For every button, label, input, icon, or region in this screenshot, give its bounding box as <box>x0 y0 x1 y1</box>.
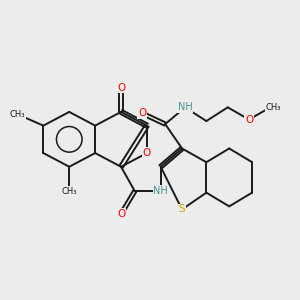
Text: NH: NH <box>153 186 168 196</box>
Text: O: O <box>117 82 125 92</box>
Text: O: O <box>143 148 151 158</box>
Text: CH₃: CH₃ <box>61 187 77 196</box>
Text: O: O <box>117 209 125 219</box>
Text: CH₃: CH₃ <box>10 110 25 119</box>
Text: O: O <box>245 115 253 124</box>
Text: CH₃: CH₃ <box>266 103 281 112</box>
Text: NH: NH <box>178 102 192 112</box>
Text: S: S <box>179 204 185 214</box>
Text: O: O <box>138 108 146 118</box>
